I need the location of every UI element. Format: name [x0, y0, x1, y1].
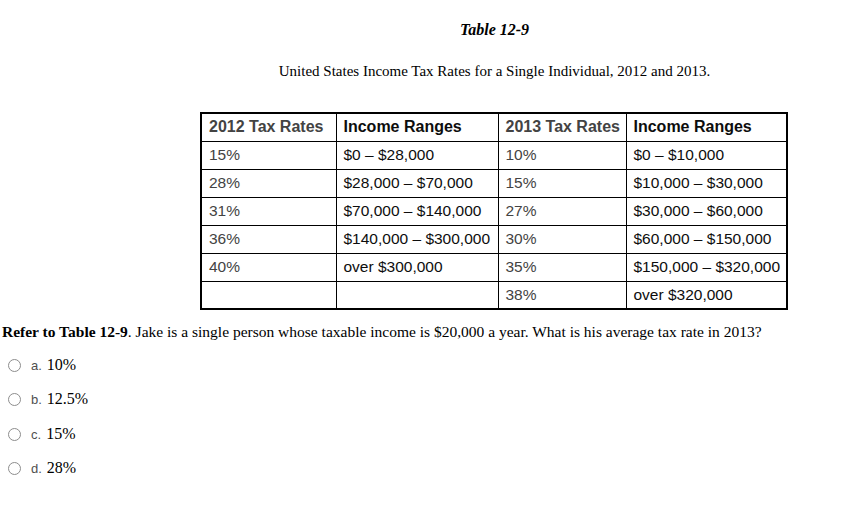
- table-cell: $140,000 – $300,000: [336, 225, 498, 253]
- option-letter: c.: [31, 427, 41, 442]
- column-header-2012-tax-rates: 2012 Tax Rates: [201, 113, 336, 141]
- table-cell: 36%: [201, 225, 336, 253]
- option-value: 12.5%: [47, 390, 88, 408]
- table-cell-empty: [336, 281, 498, 309]
- option-letter: b.: [31, 392, 42, 407]
- table-cell: 31%: [201, 197, 336, 225]
- table-row: 36% $140,000 – $300,000 30% $60,000 – $1…: [201, 225, 787, 253]
- table-cell: 40%: [201, 253, 336, 281]
- table-cell: $150,000 – $320,000: [626, 253, 787, 281]
- table-row: 38% over $320,000: [201, 281, 787, 309]
- table-cell: 28%: [201, 169, 336, 197]
- radio-button-a[interactable]: [8, 359, 21, 372]
- table-cell: $70,000 – $140,000: [336, 197, 498, 225]
- table-cell: $10,000 – $30,000: [626, 169, 787, 197]
- table-cell: 15%: [201, 141, 336, 169]
- table-cell-empty: [201, 281, 336, 309]
- question-body: . Jake is a single person whose taxable …: [128, 323, 762, 340]
- table-cell: 35%: [498, 253, 626, 281]
- table-cell: 30%: [498, 225, 626, 253]
- table-cell: 15%: [498, 169, 626, 197]
- table-row: 28% $28,000 – $70,000 15% $10,000 – $30,…: [201, 169, 787, 197]
- table-cell: over $320,000: [626, 281, 787, 309]
- column-header-2013-tax-rates: 2013 Tax Rates: [498, 113, 626, 141]
- option-value: 15%: [46, 425, 75, 443]
- radio-button-b[interactable]: [8, 393, 21, 406]
- answer-option-a[interactable]: a. 10%: [8, 357, 76, 373]
- question-table-reference: Refer to Table 12-9: [2, 323, 128, 340]
- table-subtitle: United States Income Tax Rates for a Sin…: [200, 63, 789, 80]
- table-cell: $28,000 – $70,000: [336, 169, 498, 197]
- option-value: 10%: [47, 356, 76, 374]
- column-header-income-ranges-2012: Income Ranges: [336, 113, 498, 141]
- table-cell: 38%: [498, 281, 626, 309]
- option-letter: a.: [31, 358, 42, 373]
- table-row: 31% $70,000 – $140,000 27% $30,000 – $60…: [201, 197, 787, 225]
- column-header-income-ranges-2013: Income Ranges: [626, 113, 787, 141]
- question-text: Refer to Table 12-9. Jake is a single pe…: [2, 322, 822, 341]
- table-cell: over $300,000: [336, 253, 498, 281]
- table-cell: $60,000 – $150,000: [626, 225, 787, 253]
- radio-button-c[interactable]: [8, 428, 21, 441]
- table-cell: $30,000 – $60,000: [626, 197, 787, 225]
- option-value: 28%: [47, 459, 76, 477]
- table-row: 40% over $300,000 35% $150,000 – $320,00…: [201, 253, 787, 281]
- table-header-row: 2012 Tax Rates Income Ranges 2013 Tax Ra…: [201, 113, 787, 141]
- answer-option-b[interactable]: b. 12.5%: [8, 391, 88, 407]
- table-cell: $0 – $10,000: [626, 141, 787, 169]
- tax-rates-table: 2012 Tax Rates Income Ranges 2013 Tax Ra…: [200, 112, 788, 310]
- table-cell: $0 – $28,000: [336, 141, 498, 169]
- option-letter: d.: [31, 461, 42, 476]
- table-cell: 10%: [498, 141, 626, 169]
- answer-option-d[interactable]: d. 28%: [8, 460, 76, 476]
- answer-option-c[interactable]: c. 15%: [8, 426, 75, 442]
- table-cell: 27%: [498, 197, 626, 225]
- table-title: Table 12-9: [200, 21, 789, 39]
- radio-button-d[interactable]: [8, 462, 21, 475]
- table-row: 15% $0 – $28,000 10% $0 – $10,000: [201, 141, 787, 169]
